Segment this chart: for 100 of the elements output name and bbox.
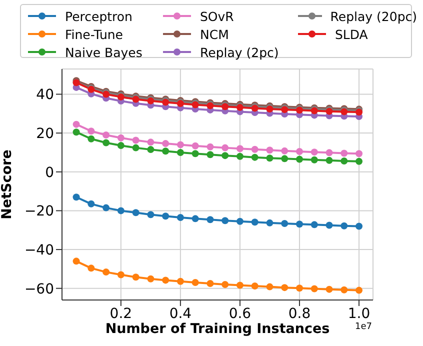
point	[266, 219, 274, 226]
point	[147, 146, 154, 154]
y-tick-label: −60	[24, 281, 54, 298]
point	[102, 132, 110, 138]
point	[340, 150, 348, 157]
point	[356, 286, 363, 294]
point	[310, 156, 318, 164]
y-axis-title: NetScore	[0, 150, 15, 220]
point	[132, 209, 140, 216]
point	[102, 139, 110, 146]
point	[147, 275, 154, 282]
point	[340, 222, 348, 230]
point	[281, 155, 288, 162]
point	[281, 284, 288, 292]
point	[236, 145, 244, 152]
point	[326, 222, 333, 229]
point	[206, 216, 214, 224]
point	[88, 264, 95, 272]
point	[251, 218, 258, 226]
y-tick-label: −40	[24, 242, 54, 258]
point	[310, 148, 318, 156]
point	[176, 141, 184, 148]
point	[266, 146, 274, 154]
point	[222, 152, 229, 160]
text: 1e7	[355, 322, 372, 332]
x-axis-title: Number of Training Instances	[105, 321, 330, 337]
point	[162, 148, 170, 155]
point	[88, 135, 95, 142]
point	[117, 207, 124, 214]
point	[72, 194, 80, 201]
point	[236, 282, 244, 289]
point	[132, 136, 140, 144]
x-tick-label: 0.6	[228, 306, 252, 322]
point	[340, 158, 348, 165]
point	[251, 154, 258, 161]
point	[206, 143, 214, 150]
point	[88, 128, 95, 135]
point	[356, 222, 363, 230]
point	[132, 144, 140, 152]
point	[236, 152, 244, 160]
y-tick-label: −20	[24, 204, 54, 220]
point	[102, 268, 110, 276]
point	[162, 140, 170, 148]
point	[251, 146, 258, 153]
y-tick-label: 0	[45, 164, 54, 181]
point	[206, 280, 214, 287]
point	[266, 154, 274, 162]
point	[192, 215, 199, 222]
point	[176, 148, 184, 156]
point	[132, 274, 140, 281]
legend-label: Perceptron	[65, 8, 132, 24]
point	[326, 149, 333, 156]
point	[206, 151, 214, 158]
point	[117, 142, 124, 149]
point	[266, 283, 274, 290]
point	[72, 120, 80, 128]
y-tick-label: 40	[36, 87, 54, 104]
point	[192, 142, 199, 150]
point	[147, 211, 154, 218]
point	[176, 214, 184, 221]
point	[162, 276, 170, 284]
point	[340, 286, 348, 294]
point	[72, 128, 80, 136]
legend-label: SOvR	[200, 8, 234, 24]
point	[236, 218, 244, 225]
point	[176, 278, 184, 285]
point	[356, 150, 363, 158]
point	[296, 220, 303, 228]
legend-label: Naive Bayes	[65, 44, 142, 60]
legend-label: Replay (20pc)	[330, 8, 417, 24]
point	[222, 144, 229, 152]
point	[117, 134, 124, 142]
point	[296, 156, 303, 163]
x-tick-label: 0.4	[169, 306, 192, 322]
point	[281, 220, 288, 228]
point	[147, 138, 154, 146]
point	[310, 221, 318, 228]
y-tick-label: 20	[36, 126, 54, 142]
point	[326, 156, 333, 164]
point	[88, 200, 95, 208]
point	[192, 150, 199, 158]
point	[192, 279, 199, 286]
point	[222, 217, 229, 224]
legend-label: NCM	[200, 26, 229, 42]
point	[162, 212, 170, 220]
legend-label: SLDA	[335, 26, 368, 42]
point	[296, 148, 303, 155]
x-tick-label: 0.2	[110, 306, 132, 322]
point	[296, 284, 303, 292]
x-tick-label: 0.8	[288, 306, 311, 322]
point	[310, 285, 318, 292]
point	[281, 147, 288, 154]
x-tick-label: 1.0	[348, 306, 370, 322]
point	[251, 282, 258, 290]
legend-label: Fine-Tune	[65, 26, 124, 42]
point	[72, 258, 80, 265]
point	[222, 280, 229, 288]
point	[102, 204, 110, 212]
legend-label: Replay (2pc)	[200, 44, 279, 60]
point	[326, 286, 333, 293]
